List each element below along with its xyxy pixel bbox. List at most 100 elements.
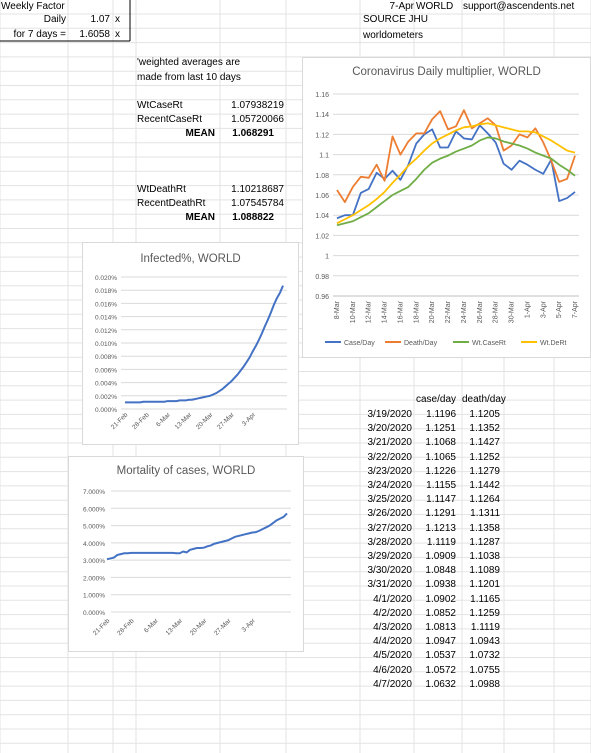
table-date-cell[interactable]: 4/2/2020 [373,607,412,619]
table-death-cell[interactable]: 1.0943 [469,636,500,648]
table-date-cell[interactable]: 3/29/2020 [367,551,413,562]
table-death-cell[interactable]: 1.1201 [469,579,500,591]
table-case-cell[interactable]: 1.0632 [425,678,456,690]
table-case-cell[interactable]: 1.1147 [426,494,456,506]
recentcase-value[interactable]: 1.05720066 [231,114,284,125]
table-date-cell[interactable]: 4/3/2020 [373,622,412,633]
table-case-cell[interactable]: 1.1068 [425,437,456,449]
table-death-cell[interactable]: 1.1119 [470,622,500,633]
table-death-cell[interactable]: 1.1311 [470,508,500,520]
region-cell: WORLD [416,1,454,12]
table-case-cell[interactable]: 1.0852 [425,607,456,619]
wtcase-value[interactable]: 1.07938219 [231,100,284,111]
y-tick-label: 5.000% [83,524,105,531]
x-tick-label: 5-Apr [556,300,563,318]
table-date-cell[interactable]: 3/24/2020 [367,480,413,491]
wtdeath-value[interactable]: 1.10218687 [231,184,284,195]
source-cell: SOURCE JHU [363,14,429,25]
x-tick-label: 8-Mar [334,300,341,319]
table-death-cell[interactable]: 1.1427 [469,437,500,449]
table-case-cell[interactable]: 1.0537 [425,650,456,662]
table-date-cell[interactable]: 4/4/2020 [373,636,412,648]
daily-multiplier-chart[interactable]: Coronavirus Daily multiplier, WORLD 0.96… [302,57,591,358]
x-tick-label: 27-Mar [213,617,233,637]
table-date-cell[interactable]: 4/6/2020 [373,664,412,676]
infected-chart[interactable]: Infected%, WORLD 0.000% 0.002% 0.004% 0.006… [82,242,299,445]
table-death-cell[interactable]: 1.1165 [470,593,500,605]
y-tick-label: 1.000% [83,593,105,600]
week-value[interactable]: 1.6058 [79,29,110,40]
x-tick-label: 27-Mar [216,411,236,431]
mortality-chart[interactable]: Mortality of cases, WORLD 0.000% 1.000% 2.… [68,456,304,652]
note-line2: made from last 10 days [137,72,241,83]
table-case-cell[interactable]: 1.0902 [425,593,456,605]
x-tick-label: 20-Mar [429,300,436,323]
table-date-cell[interactable]: 3/26/2020 [367,508,413,520]
mean-case-value[interactable]: 1.068291 [232,128,274,139]
table-date-cell[interactable]: 3/31/2020 [367,579,413,591]
table-date-cell[interactable]: 3/30/2020 [367,565,413,577]
table-date-cell[interactable]: 3/19/2020 [367,409,413,420]
table-date-cell[interactable]: 3/23/2020 [367,465,413,477]
recentdeath-value[interactable]: 1.07545784 [231,198,284,209]
table-death-cell[interactable]: 1.1259 [469,607,500,619]
y-tick-label: 0.012% [95,328,117,335]
table-case-cell[interactable]: 1.1213 [425,522,456,534]
table-death-cell[interactable]: 1.1352 [469,423,500,435]
table-case-cell[interactable]: 1.0848 [425,565,456,577]
y-tick-label: 0.000% [95,407,117,414]
table-death-cell[interactable]: 1.0732 [469,650,500,662]
table-date-cell[interactable]: 3/25/2020 [367,494,413,506]
x-tick-label: 21-Feb [92,617,112,637]
table-death-cell[interactable]: 1.1089 [469,565,500,577]
series-line-death [336,109,576,203]
wtdeath-label: WtDeathRt [137,184,186,195]
table-death-cell[interactable]: 1.1442 [469,480,500,491]
table-date-cell[interactable]: 4/1/2020 [373,593,412,605]
table-death-cell[interactable]: 1.1264 [469,494,500,506]
table-case-cell[interactable]: 1.1196 [426,409,456,420]
x-tick-label: 20-Mar [195,411,215,431]
table-case-cell[interactable]: 1.1155 [426,480,456,491]
mean-death-value[interactable]: 1.088822 [232,212,274,223]
table-case-cell[interactable]: 1.0938 [425,579,456,591]
x-tick-label: 28-Mar [493,300,500,323]
table-case-cell[interactable]: 1.1251 [425,423,456,435]
table-death-cell[interactable]: 1.1038 [469,551,500,562]
week-unit: x [115,29,120,40]
table-date-cell[interactable]: 3/20/2020 [367,423,413,435]
table-case-cell[interactable]: 1.1226 [425,465,456,477]
daily-value[interactable]: 1.07 [90,14,110,25]
table-death-cell[interactable]: 1.1205 [469,409,500,420]
daily-multiplier-plot: 0.96 0.98 1 1.02 1.04 1.06 1.08 1.1 1.12 1.14 1.16… [315,92,579,347]
chart-title: Mortality of cases, WORLD [116,465,256,477]
table-date-cell[interactable]: 4/5/2020 [373,650,412,662]
legend-label: Case/Day [344,340,375,347]
table-case-cell[interactable]: 1.1291 [425,508,456,520]
x-tick-label: 26-Mar [477,300,484,323]
table-death-cell[interactable]: 1.1279 [469,465,500,477]
table-death-cell[interactable]: 1.1287 [469,536,500,548]
table-date-cell[interactable]: 4/7/2020 [373,678,412,690]
table-case-cell[interactable]: 1.1119 [426,536,456,548]
table-date-cell[interactable]: 3/27/2020 [367,522,413,534]
infected-plot: 0.000% 0.002% 0.004% 0.006% 0.008% 0.010% 0.01… [95,275,287,431]
y-tick-label: 1.1 [319,153,329,160]
x-tick-label: 16-Mar [397,300,404,323]
table-date-cell[interactable]: 3/28/2020 [367,536,413,548]
x-tick-label: 18-Mar [413,300,420,323]
table-death-cell[interactable]: 1.0755 [469,664,500,676]
table-death-cell[interactable]: 1.1252 [469,451,500,463]
table-case-cell[interactable]: 1.0813 [425,622,456,633]
table-death-cell[interactable]: 1.1358 [469,522,500,534]
table-case-cell[interactable]: 1.0947 [425,636,456,648]
x-tick-label: 28-Feb [116,617,136,637]
y-tick-label: 1.16 [315,92,329,99]
table-death-cell[interactable]: 1.0988 [469,678,500,690]
y-tick-label: 3.000% [83,558,105,565]
table-date-cell[interactable]: 3/21/2020 [367,437,413,449]
table-case-cell[interactable]: 1.0572 [425,664,456,676]
table-date-cell[interactable]: 3/22/2020 [367,451,413,463]
table-case-cell[interactable]: 1.1065 [425,451,456,463]
table-case-cell[interactable]: 1.0909 [425,551,456,562]
